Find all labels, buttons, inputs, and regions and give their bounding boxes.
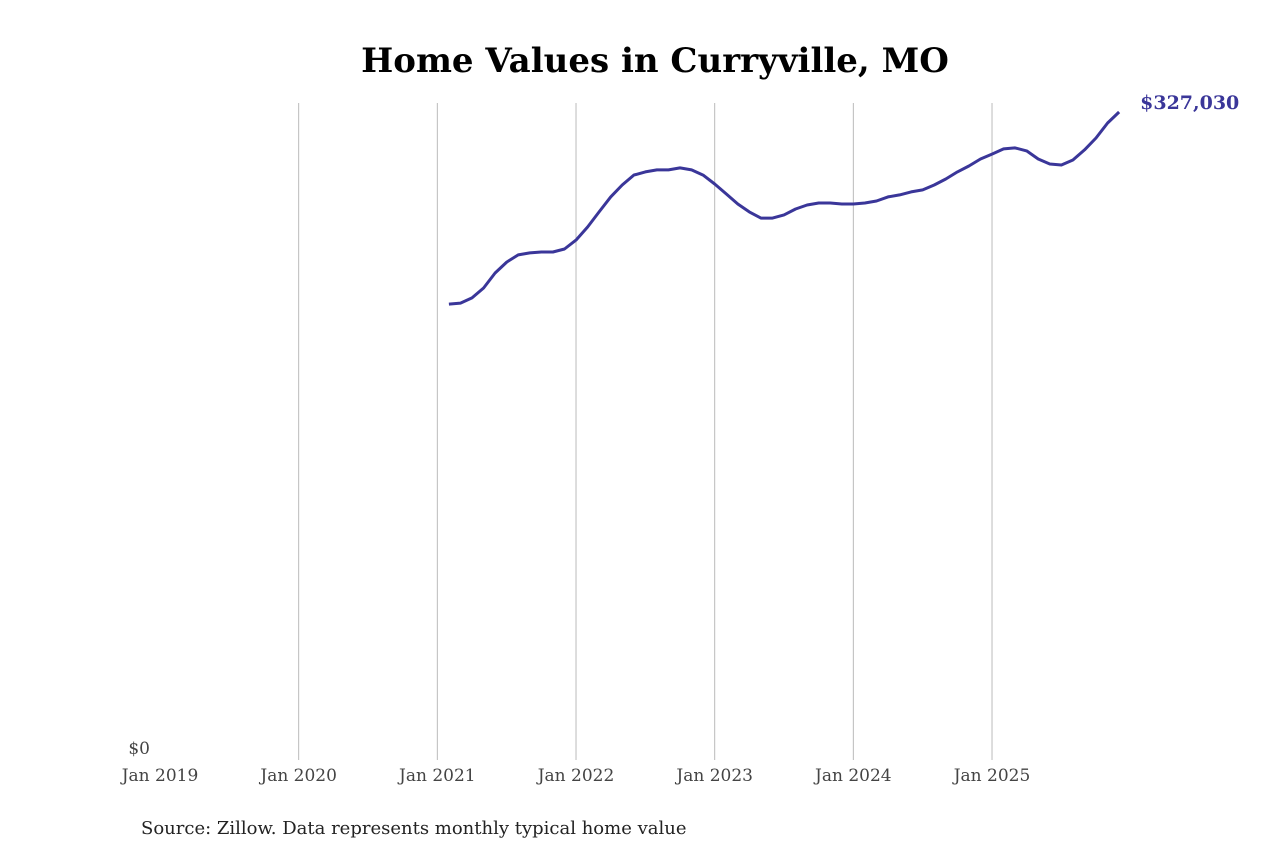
y-tick-label: $0 <box>128 739 150 759</box>
x-tick-label: Jan 2023 <box>674 766 753 786</box>
x-tick-label: Jan 2022 <box>536 766 615 786</box>
x-tick-label: Jan 2025 <box>952 766 1031 786</box>
end-value-label: $327,030 <box>1140 92 1239 114</box>
x-tick-label: Jan 2019 <box>120 766 199 786</box>
x-tick-label: Jan 2024 <box>813 766 892 786</box>
chart-title: Home Values in Curryville, MO <box>361 41 949 81</box>
source-note: Source: Zillow. Data represents monthly … <box>141 818 687 839</box>
x-tick-label: Jan 2021 <box>397 766 476 786</box>
series-line <box>448 110 1121 306</box>
x-tick-label: Jan 2020 <box>258 766 337 786</box>
